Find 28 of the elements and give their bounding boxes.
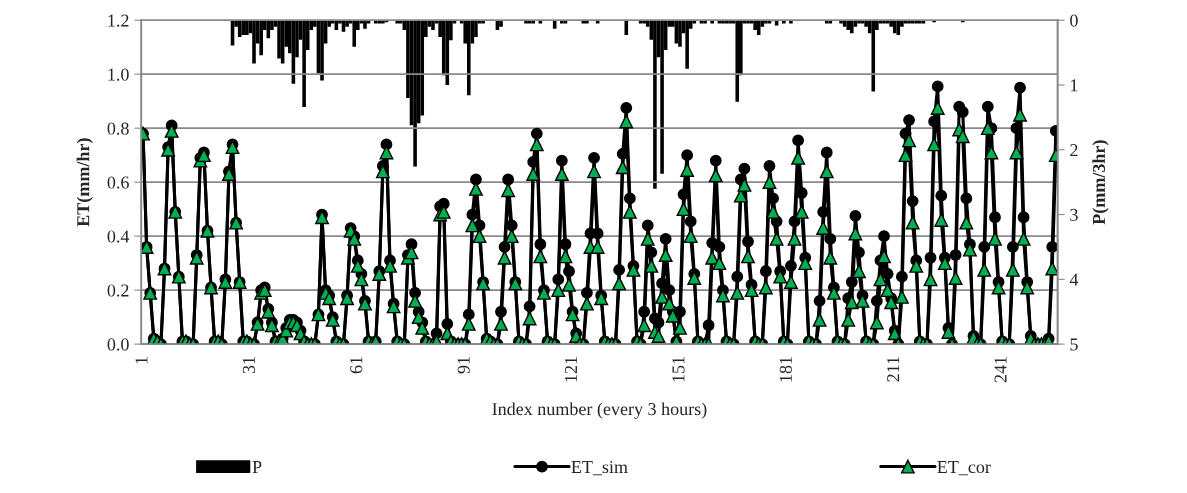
y2-tick-label: 0 [1070, 14, 1078, 27]
x-tick-label: 61 [350, 357, 363, 374]
y-tick-label: 0.2 [107, 284, 129, 297]
y2-axis-title: P(mm/3hr) [1092, 140, 1109, 225]
y-tick-label: 1.2 [108, 14, 129, 27]
x-tick-label: 91 [457, 357, 470, 374]
x-tick-label: 211 [887, 357, 900, 382]
x-tick-label: 241 [994, 357, 1007, 383]
legend-label: P [252, 461, 262, 473]
x-tick-label: 181 [779, 357, 792, 382]
y2-tick-label: 3 [1070, 208, 1078, 221]
y-tick-label: 0.6 [107, 176, 129, 189]
y2-tick-label: 5 [1070, 338, 1078, 351]
y-tick-label: 0.0 [107, 338, 129, 351]
y-tick-label: 0.8 [107, 122, 129, 135]
x-tick-label: 151 [672, 357, 685, 382]
y-tick-label: 0.4 [107, 230, 130, 243]
legend-label: ET_sim [571, 460, 628, 476]
x-tick-label: 121 [564, 357, 577, 382]
y-tick-label: 1.0 [108, 68, 129, 81]
y2-tick-label: 4 [1069, 273, 1079, 286]
y-axis-title: ET(mm/hr) [76, 138, 93, 227]
x-axis-title: Index number (every 3 hours) [492, 402, 707, 419]
y2-tick-label: 1 [1071, 79, 1078, 92]
x-tick-label: 31 [242, 357, 255, 374]
x-tick-label: 1 [135, 357, 148, 364]
legend-label: ET_cor [937, 461, 991, 476]
y2-tick-label: 2 [1070, 144, 1078, 157]
